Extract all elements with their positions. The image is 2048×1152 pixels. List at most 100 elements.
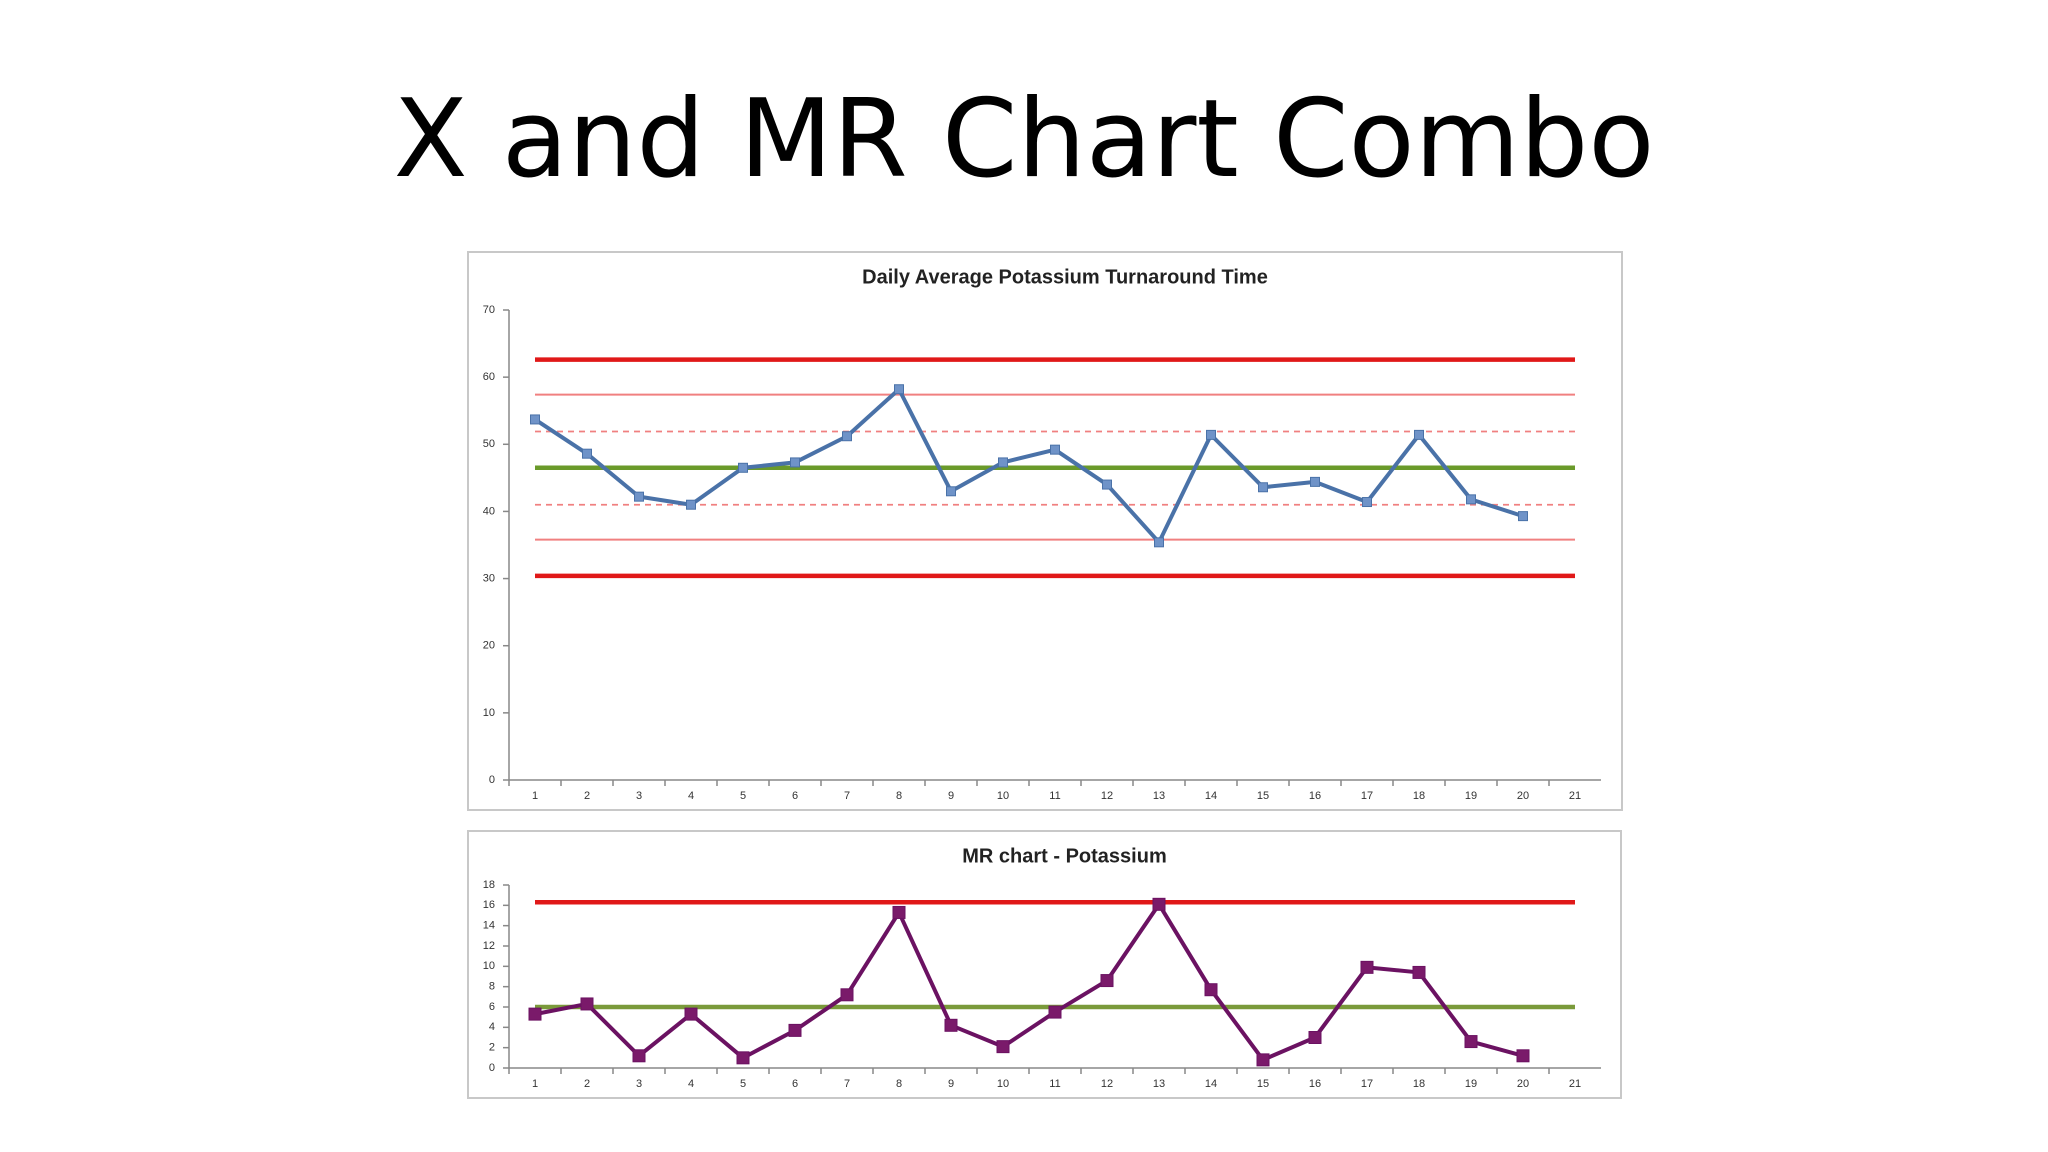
x-tick-label: 16 [1309,790,1321,802]
y-tick-label: 12 [483,940,495,952]
x-tick-label: 2 [584,1078,590,1090]
y-tick-label: 10 [483,707,495,719]
x-tick-label: 20 [1517,790,1529,802]
x-tick-label: 6 [792,1078,798,1090]
data-point [1360,960,1374,974]
data-point [1516,1049,1530,1063]
data-point [1256,1053,1270,1067]
x-tick-label: 5 [740,790,746,802]
data-point [736,1051,750,1065]
x-tick-label: 18 [1413,1078,1425,1090]
data-point [1412,965,1426,979]
x-tick-label: 10 [997,1078,1009,1090]
data-point [842,431,852,442]
x-tick-label: 3 [636,1078,642,1090]
x-tick-label: 5 [740,1078,746,1090]
x-tick-label: 9 [948,790,954,802]
y-tick-label: 14 [483,920,495,932]
x-tick-label: 11 [1049,790,1060,802]
data-point [738,462,748,473]
data-point [686,499,696,510]
y-tick-label: 0 [489,774,495,786]
y-tick-label: 2 [489,1042,495,1054]
y-tick-label: 4 [489,1021,495,1033]
x-tick-label: 4 [688,1078,694,1090]
x-tick-label: 14 [1205,790,1217,802]
data-point [634,491,644,502]
x-tick-label: 20 [1517,1078,1529,1090]
data-point [684,1007,698,1021]
data-point [1206,429,1216,440]
slide-title: X and MR Chart Combo [394,77,1655,202]
data-point [1466,494,1476,505]
x-tick-label: 17 [1361,790,1373,802]
data-point [998,457,1008,468]
x-tick-label: 1 [532,1078,538,1090]
data-point [580,997,594,1011]
x-tick-label: 7 [844,790,850,802]
data-point [1100,974,1114,988]
x-tick-label: 7 [844,1078,850,1090]
y-tick-label: 6 [489,1001,495,1013]
x-tick-label: 11 [1049,1078,1060,1090]
x-tick-label: 18 [1413,790,1425,802]
x-tick-label: 15 [1257,1078,1269,1090]
x-tick-label: 15 [1257,790,1269,802]
data-point [1258,482,1268,493]
y-tick-label: 50 [483,438,495,450]
x-tick-label: 17 [1361,1078,1373,1090]
series-line [534,902,1524,1062]
y-tick-label: 16 [483,899,495,911]
x-tick-label: 6 [792,790,798,802]
y-tick-label: 18 [483,879,495,891]
y-tick-label: 0 [489,1062,495,1074]
data-point [840,988,854,1002]
data-point [1308,1031,1322,1044]
x-tick-label: 13 [1153,1078,1165,1090]
x-tick-label: 2 [584,790,590,802]
x-tick-label: 12 [1101,790,1113,802]
data-point [528,1007,542,1021]
x-tick-label: 9 [948,1078,954,1090]
x-tick-label: 16 [1309,1078,1321,1090]
y-tick-label: 60 [483,371,495,383]
data-point [894,384,904,395]
data-point [1414,429,1424,440]
x-tick-label: 19 [1465,1078,1477,1090]
x-tick-label: 3 [636,790,642,802]
data-point [1310,476,1320,487]
data-point [1152,897,1166,911]
data-point [1518,511,1528,522]
chart-frame [467,830,1622,1099]
data-point [1362,497,1372,508]
chart-title: MR chart - Potassium [962,845,1166,867]
x-tick-label: 12 [1101,1078,1113,1090]
y-tick-label: 40 [483,505,495,517]
y-tick-label: 20 [483,640,495,652]
data-point [632,1049,646,1063]
x-tick-label: 19 [1465,790,1477,802]
series-line [533,387,1524,545]
data-point [1048,1005,1062,1019]
data-point [788,1023,802,1037]
x-tick-label: 21 [1569,790,1581,802]
x-tick-label: 10 [997,790,1009,802]
data-point [1102,479,1112,490]
y-tick-label: 70 [483,304,495,316]
x-tick-label: 1 [532,790,538,802]
data-point [1464,1035,1478,1049]
x-tick-label: 13 [1153,790,1165,802]
x-tick-label: 4 [688,790,694,802]
data-point [1050,444,1060,455]
chart-frame [467,251,1623,811]
data-point [582,448,592,459]
data-point [946,486,956,497]
y-tick-label: 30 [483,572,495,584]
data-point [530,414,540,425]
x-tick-label: 8 [896,790,902,802]
data-point [892,905,906,919]
data-point [790,457,800,468]
x-tick-label: 8 [896,1078,902,1090]
data-point [1154,537,1164,548]
data-point [944,1018,958,1032]
